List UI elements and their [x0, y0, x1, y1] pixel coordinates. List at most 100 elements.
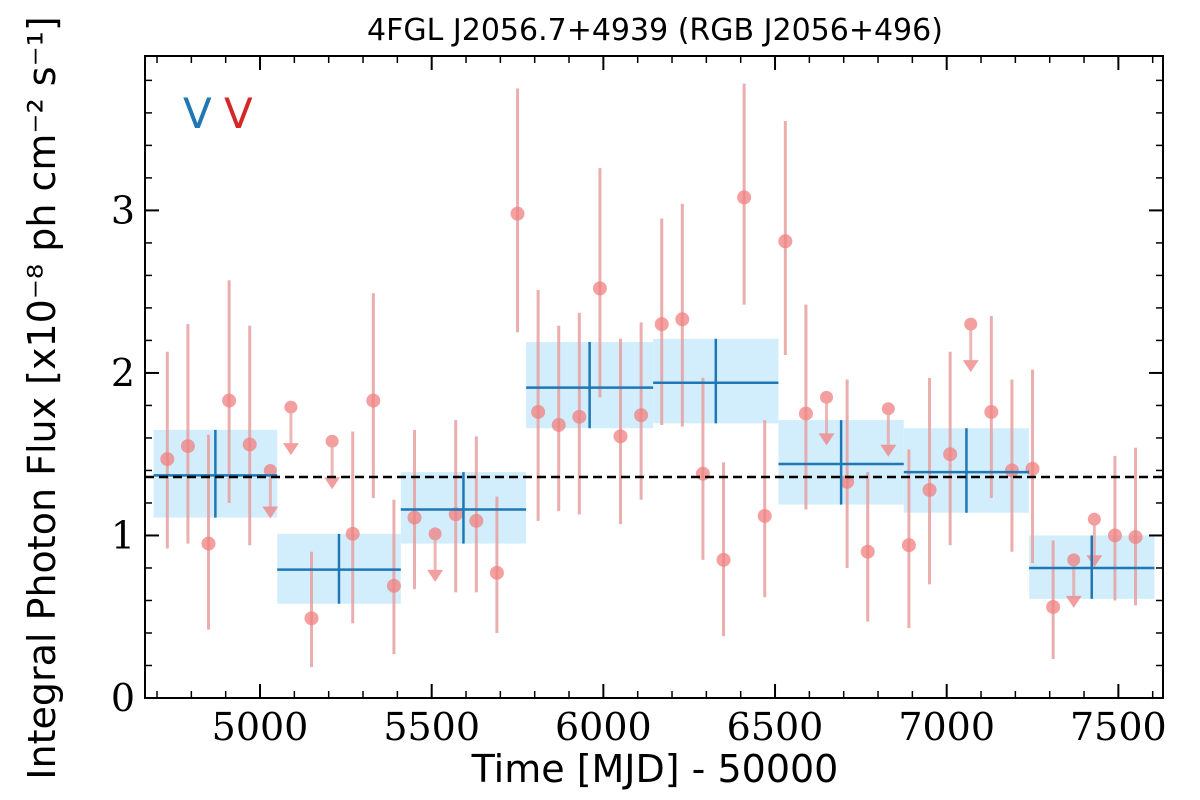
- fine-data-point: [737, 83, 752, 305]
- y-tick-label: 2: [111, 351, 135, 395]
- fine-data-point: [1046, 540, 1061, 659]
- fine-point-marker: [943, 447, 958, 462]
- chart-title: 4FGL J2056.7+4939 (RGB J2056+496): [367, 13, 943, 48]
- fine-flux-points: [160, 83, 1143, 668]
- x-tick-label: 7000: [898, 705, 995, 749]
- fine-point-marker: [1046, 599, 1061, 614]
- fine-data-point: [860, 472, 875, 622]
- upper-limit-marker: [1065, 553, 1082, 608]
- fine-data-point: [448, 420, 463, 593]
- fine-data-point: [634, 322, 649, 500]
- fine-point-marker: [737, 190, 752, 205]
- x-tick-label: 7500: [1070, 705, 1167, 749]
- upper-limit-arrow: [427, 569, 444, 582]
- fine-point-marker: [860, 544, 875, 559]
- fine-point-marker: [366, 393, 381, 408]
- upper-limit-point: [263, 463, 277, 477]
- upper-limit-arrow: [962, 360, 979, 373]
- fine-point-marker: [1004, 463, 1019, 478]
- binned-data-point: [526, 342, 654, 429]
- fine-data-point: [592, 168, 607, 398]
- fine-data-point: [1107, 455, 1122, 601]
- fine-point-marker: [304, 611, 319, 626]
- fine-data-point: [180, 324, 195, 544]
- binned-data-point: [778, 420, 904, 505]
- upper-limit-arrow: [818, 433, 835, 446]
- fine-point-marker: [901, 538, 916, 553]
- fine-data-point: [489, 496, 504, 633]
- fine-point-marker: [572, 409, 587, 424]
- upper-limit-marker: [262, 463, 279, 519]
- x-axis-label: Time [MJD] - 50000: [471, 747, 839, 791]
- x-tick-label: 5000: [212, 705, 309, 749]
- fine-data-point: [778, 121, 793, 356]
- fine-data-point: [675, 203, 690, 427]
- fine-data-point: [345, 431, 360, 624]
- fine-point-marker: [448, 507, 463, 522]
- fine-point-marker: [201, 536, 216, 551]
- binned-data-point: [277, 533, 401, 604]
- upper-limit-point: [428, 527, 442, 541]
- fine-point-marker: [242, 437, 257, 452]
- fine-point-marker: [984, 404, 999, 419]
- fine-data-point: [201, 434, 216, 630]
- binned-data-point: [400, 472, 527, 544]
- upper-limit-arrow: [282, 443, 299, 456]
- fine-point-marker: [922, 482, 937, 497]
- fine-point-marker: [634, 408, 649, 423]
- y-tick-label: 0: [111, 676, 135, 720]
- fine-data-point: [304, 551, 319, 668]
- y-axis-label: Integral Photon Flux [x10⁻⁸ ph cm⁻² s⁻¹]: [20, 16, 64, 779]
- binned-data-point: [903, 428, 1030, 513]
- fine-data-point: [469, 436, 484, 593]
- fine-point-marker: [695, 466, 710, 481]
- binned-flux-points: [153, 338, 1155, 604]
- fine-data-point: [531, 290, 546, 521]
- fine-data-point: [160, 351, 175, 549]
- fine-data-point: [510, 88, 525, 333]
- upper-limit-marker: [962, 317, 979, 373]
- binned-data-point: [153, 429, 278, 518]
- y-tick-label: 1: [111, 513, 135, 557]
- fine-data-point: [551, 325, 566, 512]
- fine-data-point: [242, 325, 257, 546]
- legend-label-fine: V: [224, 89, 253, 138]
- fine-point-marker: [675, 312, 690, 327]
- legend-label-binned: V: [183, 89, 212, 138]
- fine-point-marker: [469, 513, 484, 528]
- upper-limit-point: [964, 317, 978, 331]
- fine-point-marker: [613, 429, 628, 444]
- fine-data-point: [798, 304, 813, 510]
- y-tick-label: 3: [111, 188, 135, 232]
- upper-limit-arrow: [262, 506, 279, 519]
- fine-point-marker: [778, 234, 793, 249]
- fine-data-point: [901, 449, 916, 629]
- fine-point-marker: [160, 452, 175, 467]
- fine-data-point: [572, 312, 587, 515]
- upper-limit-marker: [427, 527, 444, 582]
- fine-data-point: [613, 338, 628, 525]
- upper-limit-marker: [1086, 512, 1103, 568]
- fine-point-marker: [222, 393, 237, 408]
- upper-limit-arrow: [324, 477, 341, 490]
- fine-data-point: [757, 420, 772, 598]
- fine-point-marker: [1107, 528, 1122, 543]
- upper-limit-arrow: [1065, 595, 1082, 608]
- fine-point-marker: [1128, 530, 1143, 545]
- fine-point-marker: [654, 317, 669, 332]
- fine-point-marker: [407, 510, 422, 525]
- binned-data-point: [653, 338, 779, 424]
- fine-data-point: [984, 316, 999, 499]
- fine-point-marker: [551, 417, 566, 432]
- fine-data-point: [1025, 369, 1040, 564]
- upper-limit-arrow: [880, 444, 897, 457]
- upper-limit-marker: [324, 434, 341, 490]
- upper-limit-point: [820, 390, 834, 404]
- upper-limit-point: [284, 400, 298, 414]
- x-tick-label: 6500: [727, 705, 824, 749]
- fine-point-marker: [798, 406, 813, 421]
- upper-limit-point: [1067, 553, 1081, 567]
- fine-data-point: [1004, 379, 1019, 552]
- fine-point-marker: [531, 404, 546, 419]
